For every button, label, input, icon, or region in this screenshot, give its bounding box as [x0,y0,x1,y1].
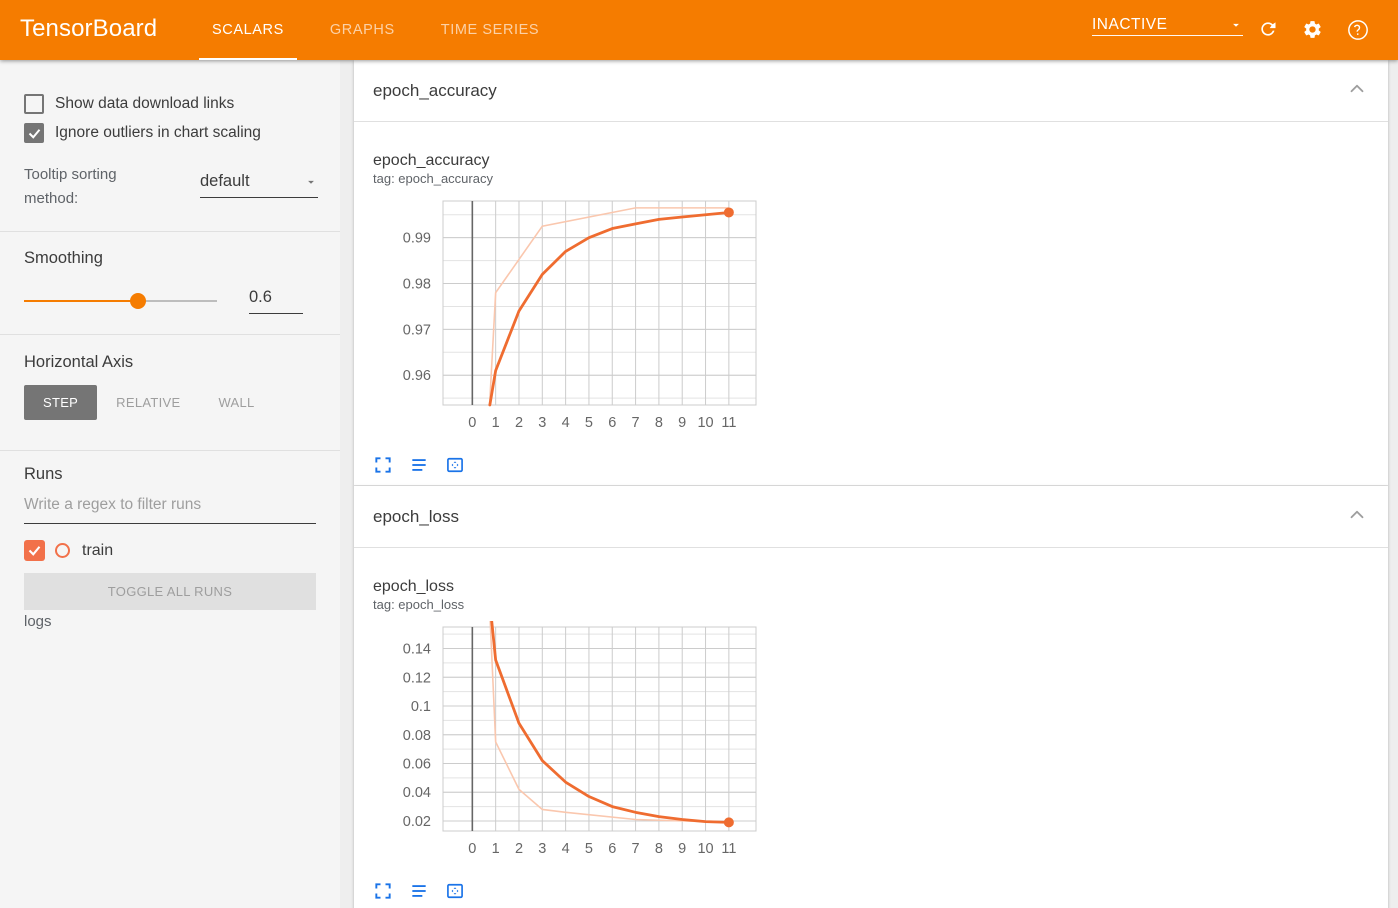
svg-text:7: 7 [632,415,640,431]
svg-text:8: 8 [655,841,663,857]
svg-text:2: 2 [515,841,523,857]
svg-text:7: 7 [632,841,640,857]
svg-text:0: 0 [468,415,476,431]
svg-text:0.1: 0.1 [411,699,431,715]
svg-text:3: 3 [538,841,546,857]
svg-text:9: 9 [678,415,686,431]
svg-text:0.97: 0.97 [403,322,431,338]
svg-text:0: 0 [468,841,476,857]
svg-text:6: 6 [608,415,616,431]
svg-text:0.02: 0.02 [403,814,431,830]
svg-text:0.08: 0.08 [403,728,431,744]
svg-text:10: 10 [697,841,713,857]
svg-text:0.99: 0.99 [403,231,431,247]
svg-text:11: 11 [721,841,736,857]
svg-text:3: 3 [538,415,546,431]
svg-text:9: 9 [678,841,686,857]
svg-text:8: 8 [655,415,663,431]
svg-text:0.06: 0.06 [403,756,431,772]
svg-text:5: 5 [585,415,593,431]
svg-text:1: 1 [492,841,500,857]
svg-text:4: 4 [562,841,570,857]
svg-text:0.96: 0.96 [403,368,431,384]
svg-text:4: 4 [562,415,570,431]
svg-text:11: 11 [721,415,736,431]
svg-text:10: 10 [697,415,713,431]
svg-text:0.14: 0.14 [403,642,431,658]
svg-text:6: 6 [608,841,616,857]
svg-text:5: 5 [585,841,593,857]
svg-text:1: 1 [492,415,500,431]
svg-text:0.98: 0.98 [403,277,431,293]
svg-text:0.04: 0.04 [403,785,431,801]
svg-text:2: 2 [515,415,523,431]
svg-text:0.12: 0.12 [403,670,431,686]
